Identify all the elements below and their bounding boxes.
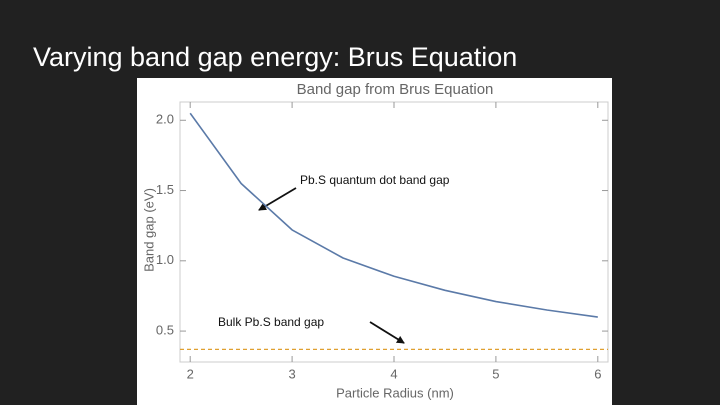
chart-title: Band gap from Brus Equation xyxy=(297,81,494,98)
y-tick-label: 1.5 xyxy=(156,182,174,197)
x-tick-label: 5 xyxy=(492,366,499,381)
chart-background xyxy=(137,78,612,405)
x-tick-label: 4 xyxy=(390,366,397,381)
x-tick-label: 2 xyxy=(187,366,194,381)
slide-title: Varying band gap energy: Brus Equation xyxy=(33,42,518,72)
annotation-arrow xyxy=(369,321,405,344)
annotation: Pb.S quantum dot band gap xyxy=(300,173,450,187)
line-series xyxy=(189,112,598,318)
y-tick-label: 1.0 xyxy=(156,252,174,267)
y-tick-label: 0.5 xyxy=(156,323,174,338)
y-tick-label: 2.0 xyxy=(156,112,174,127)
y-axis-label: Band gap (eV) xyxy=(141,188,156,272)
x-axis-label: Particle Radius (nm) xyxy=(336,385,454,400)
x-tick-label: 6 xyxy=(594,366,601,381)
x-tick-label: 3 xyxy=(288,366,295,381)
annotation: Bulk Pb.S band gap xyxy=(218,315,324,329)
